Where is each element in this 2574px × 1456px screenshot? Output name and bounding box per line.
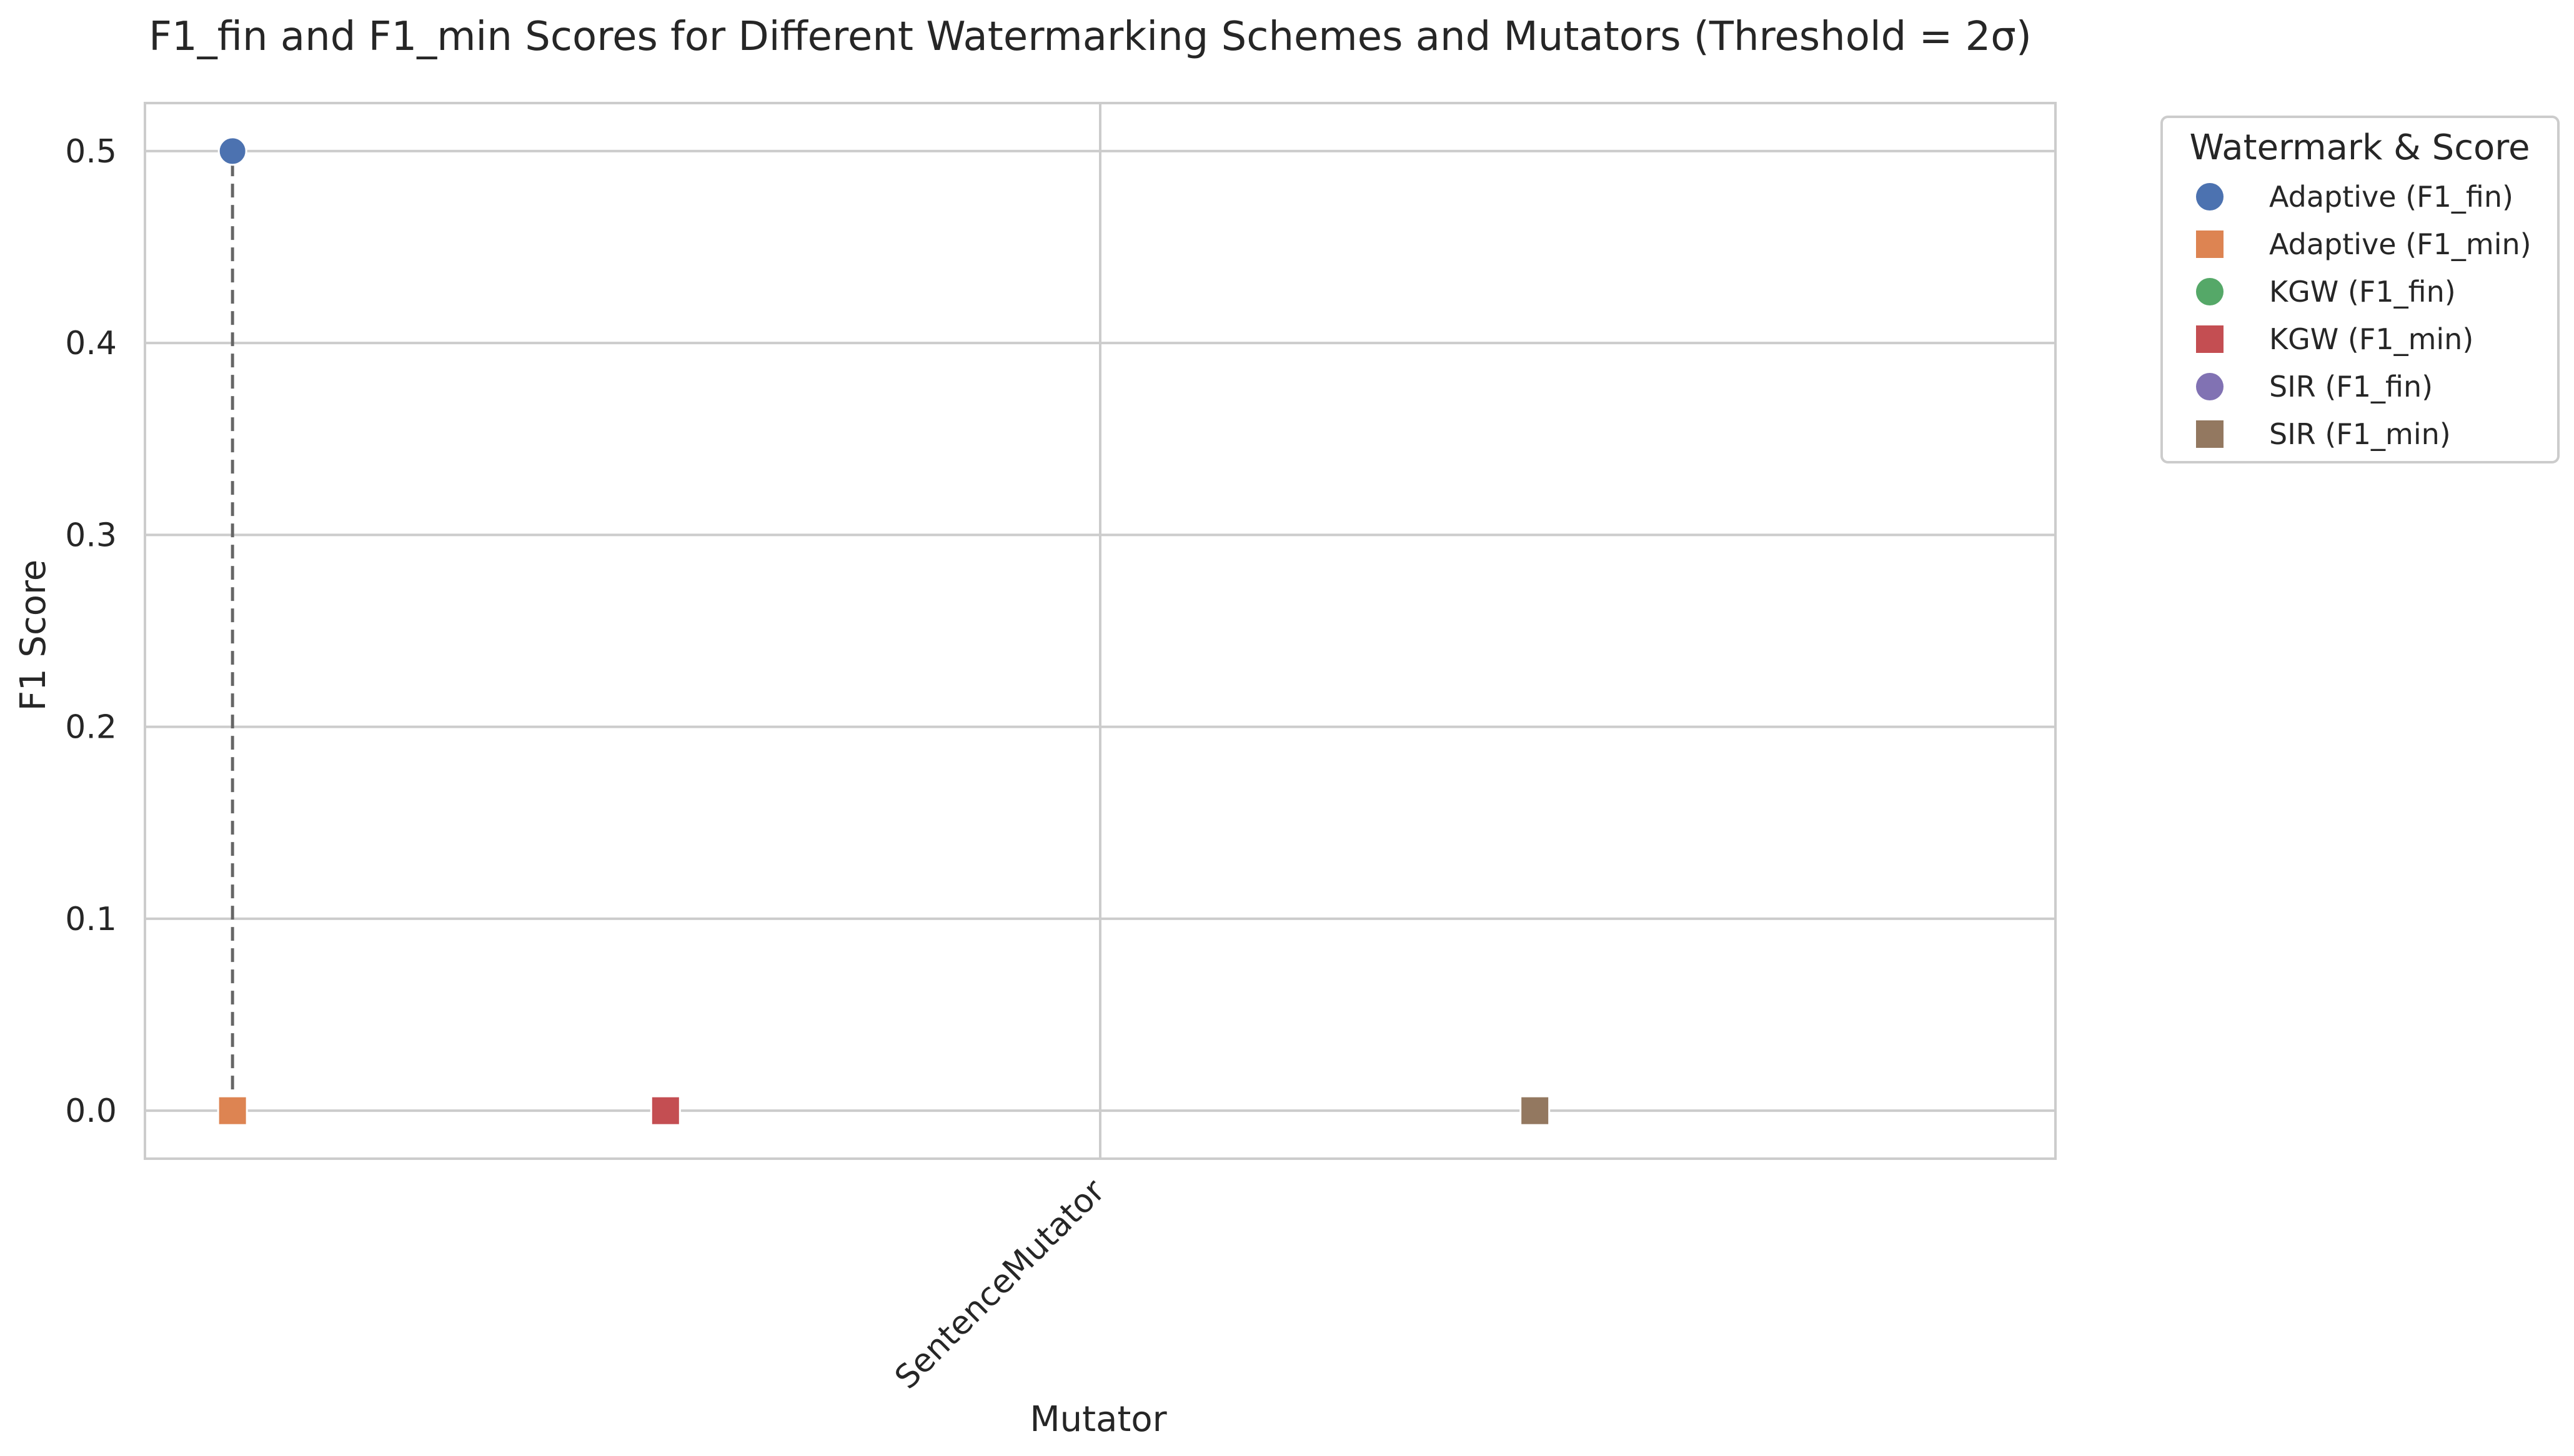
y-tick-label: 0.1 <box>65 901 117 938</box>
y-tick-label: 0.0 <box>65 1092 117 1130</box>
legend-items: Adaptive (F1_fin) Adaptive (F1_min) KGW (F… <box>2196 180 2532 451</box>
y-tick-label: 0.2 <box>65 709 117 746</box>
legend-title: Watermark & Score <box>2190 127 2530 168</box>
chart-title: F1_fin and F1_min Scores for Different W… <box>149 14 2032 60</box>
y-axis-label: F1 Score <box>13 560 54 711</box>
legend-label: KGW (F1_min) <box>2269 322 2473 356</box>
y-tick-label: 0.3 <box>65 517 117 554</box>
legend-marker <box>2196 183 2224 210</box>
legend: Watermark & Score Adaptive (F1_fin)Adapt… <box>2160 116 2560 463</box>
legend-box <box>2160 116 2560 463</box>
legend-marker <box>2196 373 2224 400</box>
data-point <box>650 1095 681 1126</box>
data-points <box>217 136 1551 1126</box>
legend-label: SIR (F1_fin) <box>2269 370 2433 404</box>
legend-marker <box>2196 420 2224 448</box>
x-axis-label: Mutator <box>1030 1399 1167 1440</box>
x-tick-label: SentenceMutator <box>888 1172 1112 1396</box>
y-tick-label: 0.4 <box>65 325 117 362</box>
legend-label: Adaptive (F1_min) <box>2269 227 2532 261</box>
legend-label: SIR (F1_min) <box>2269 417 2451 451</box>
legend-marker <box>2196 230 2224 258</box>
data-point <box>217 136 247 166</box>
legend-marker <box>2196 278 2224 305</box>
grid-lines <box>145 103 2055 1159</box>
legend-label: KGW (F1_fin) <box>2269 275 2456 309</box>
legend-label: Adaptive (F1_fin) <box>2269 180 2513 214</box>
y-tick-label: 0.5 <box>65 133 117 171</box>
legend-marker <box>2196 325 2224 353</box>
data-point <box>217 1095 248 1126</box>
x-axis-ticks: SentenceMutator <box>888 1172 1112 1396</box>
y-axis-ticks: 0.0 0.1 0.2 0.3 0.4 0.5 <box>65 133 117 1130</box>
data-point <box>1519 1095 1551 1126</box>
